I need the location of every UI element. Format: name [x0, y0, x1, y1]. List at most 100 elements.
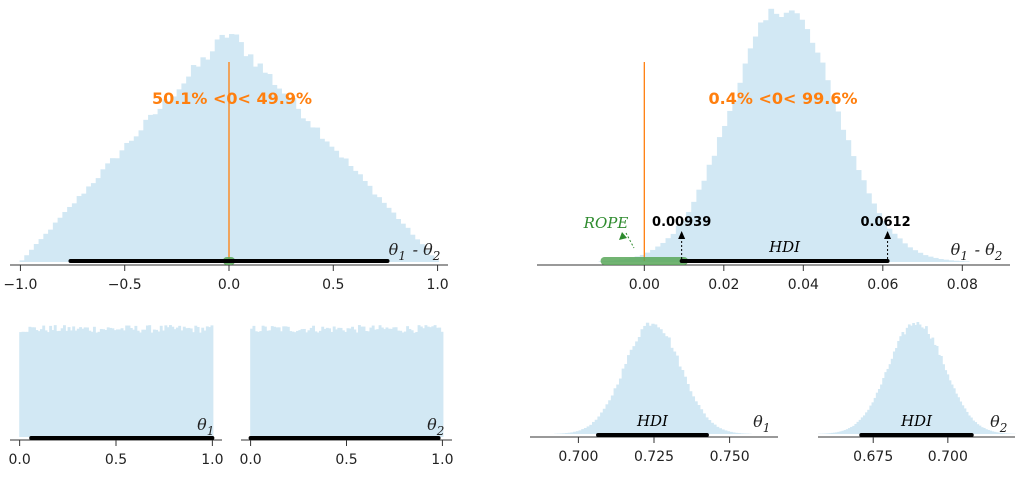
rope-arrow [626, 233, 634, 248]
histogram-bar [277, 89, 282, 262]
histogram-bar [784, 13, 790, 262]
histogram-bar [210, 51, 215, 262]
histogram-bar [851, 156, 857, 262]
histogram-bar [129, 141, 134, 262]
x-tick-label: 0.06 [867, 277, 898, 293]
histogram-bar [758, 22, 764, 262]
histogram-bar [139, 130, 144, 262]
histogram-bar [845, 140, 851, 262]
histogram-bar [286, 99, 291, 262]
histogram-bar [229, 34, 234, 262]
histogram-bar [794, 13, 800, 262]
histogram-bar [62, 212, 67, 262]
histogram-bar [29, 250, 34, 262]
histogram-bar [779, 17, 785, 262]
histogram-bar [917, 253, 923, 262]
histogram-bar [691, 202, 697, 262]
x-tick-label: 0.04 [788, 277, 819, 293]
histogram-bar [219, 35, 224, 262]
histogram-bar [943, 260, 949, 262]
histogram-bar [334, 151, 339, 262]
histogram-bar [441, 332, 444, 437]
histogram-bar [239, 42, 244, 262]
histogram-bar [907, 247, 913, 262]
rope-label: ROPE [583, 214, 629, 232]
x-tick-label: 0.675 [853, 449, 893, 465]
histogram-bar [72, 203, 77, 262]
histogram-bar [24, 255, 29, 262]
histogram-bar [91, 183, 96, 262]
histogram-bar [234, 34, 239, 262]
histogram-bar [953, 261, 959, 262]
histogram-bar [912, 250, 918, 262]
histogram-bar [933, 258, 939, 262]
histogram-bar [120, 150, 125, 262]
histogram-bar [892, 234, 898, 262]
histogram-bar [296, 109, 301, 262]
histogram-bar [753, 37, 759, 262]
x-tick-label: 0.02 [708, 277, 739, 293]
histogram-bar [281, 94, 286, 262]
histogram-bar [43, 234, 48, 262]
histogram-bar [48, 230, 53, 262]
histogram-bar [315, 128, 320, 262]
histogram-bar [348, 166, 353, 262]
histogram-bar [343, 158, 348, 262]
histogram-bar [717, 137, 723, 262]
histogram-bar [902, 243, 908, 262]
x-tick-label: −1.0 [3, 277, 37, 293]
x-tick-label: 1.0 [201, 452, 223, 468]
histogram-bar [177, 89, 182, 262]
histogram-bar [923, 255, 929, 262]
histogram-bar [272, 85, 277, 262]
histogram-bar [815, 53, 821, 262]
histogram-bar [372, 194, 377, 262]
histogram-bar [291, 98, 296, 262]
hdi-label: HDI [900, 412, 933, 430]
histogram-bar [167, 101, 172, 262]
reference-annotation: 0.4% <0< 99.6% [709, 89, 858, 108]
histogram-bar [835, 111, 841, 262]
histogram-bar [830, 102, 836, 262]
histogram-bar [362, 181, 367, 262]
histogram-bar [738, 83, 744, 262]
histogram-bar [938, 259, 944, 262]
reference-annotation: 50.1% <0< 49.9% [152, 89, 312, 108]
histogram-bar [20, 260, 25, 262]
histogram-bar [732, 101, 738, 262]
hdi-bound-label: 0.0612 [860, 215, 910, 230]
histogram-bar [105, 163, 110, 262]
x-tick-label: 0.725 [634, 449, 674, 465]
histogram-bar [804, 29, 810, 262]
histogram-bar [381, 203, 386, 262]
x-tick-label: 0.00 [629, 277, 660, 293]
histogram-bar [115, 158, 120, 262]
x-tick-label: 0.700 [928, 449, 968, 465]
histogram-bar [210, 325, 213, 437]
histogram-bar [339, 157, 344, 262]
histogram-bar [319, 139, 324, 262]
hdi-bound-label: 0.00939 [652, 215, 711, 230]
x-axis-label: θ1 [753, 412, 772, 435]
histogram-bar [134, 136, 139, 262]
x-tick-label: 0.5 [322, 277, 344, 293]
histogram-bar [248, 54, 253, 262]
histogram-bar [809, 43, 815, 262]
histogram-bar [305, 121, 310, 262]
histogram-bar [871, 203, 877, 262]
x-tick-label: 0.5 [105, 452, 127, 468]
histogram-bar [676, 226, 682, 262]
histogram-bar [727, 111, 733, 262]
hdi-label: HDI [636, 412, 669, 430]
histogram-bar [748, 48, 754, 262]
histogram-bar [789, 10, 795, 262]
x-tick-label: −0.5 [108, 277, 142, 293]
histogram-bar [928, 257, 934, 262]
histogram-bar [143, 120, 148, 262]
histogram-bar [712, 156, 718, 262]
histogram-bar [768, 9, 774, 262]
